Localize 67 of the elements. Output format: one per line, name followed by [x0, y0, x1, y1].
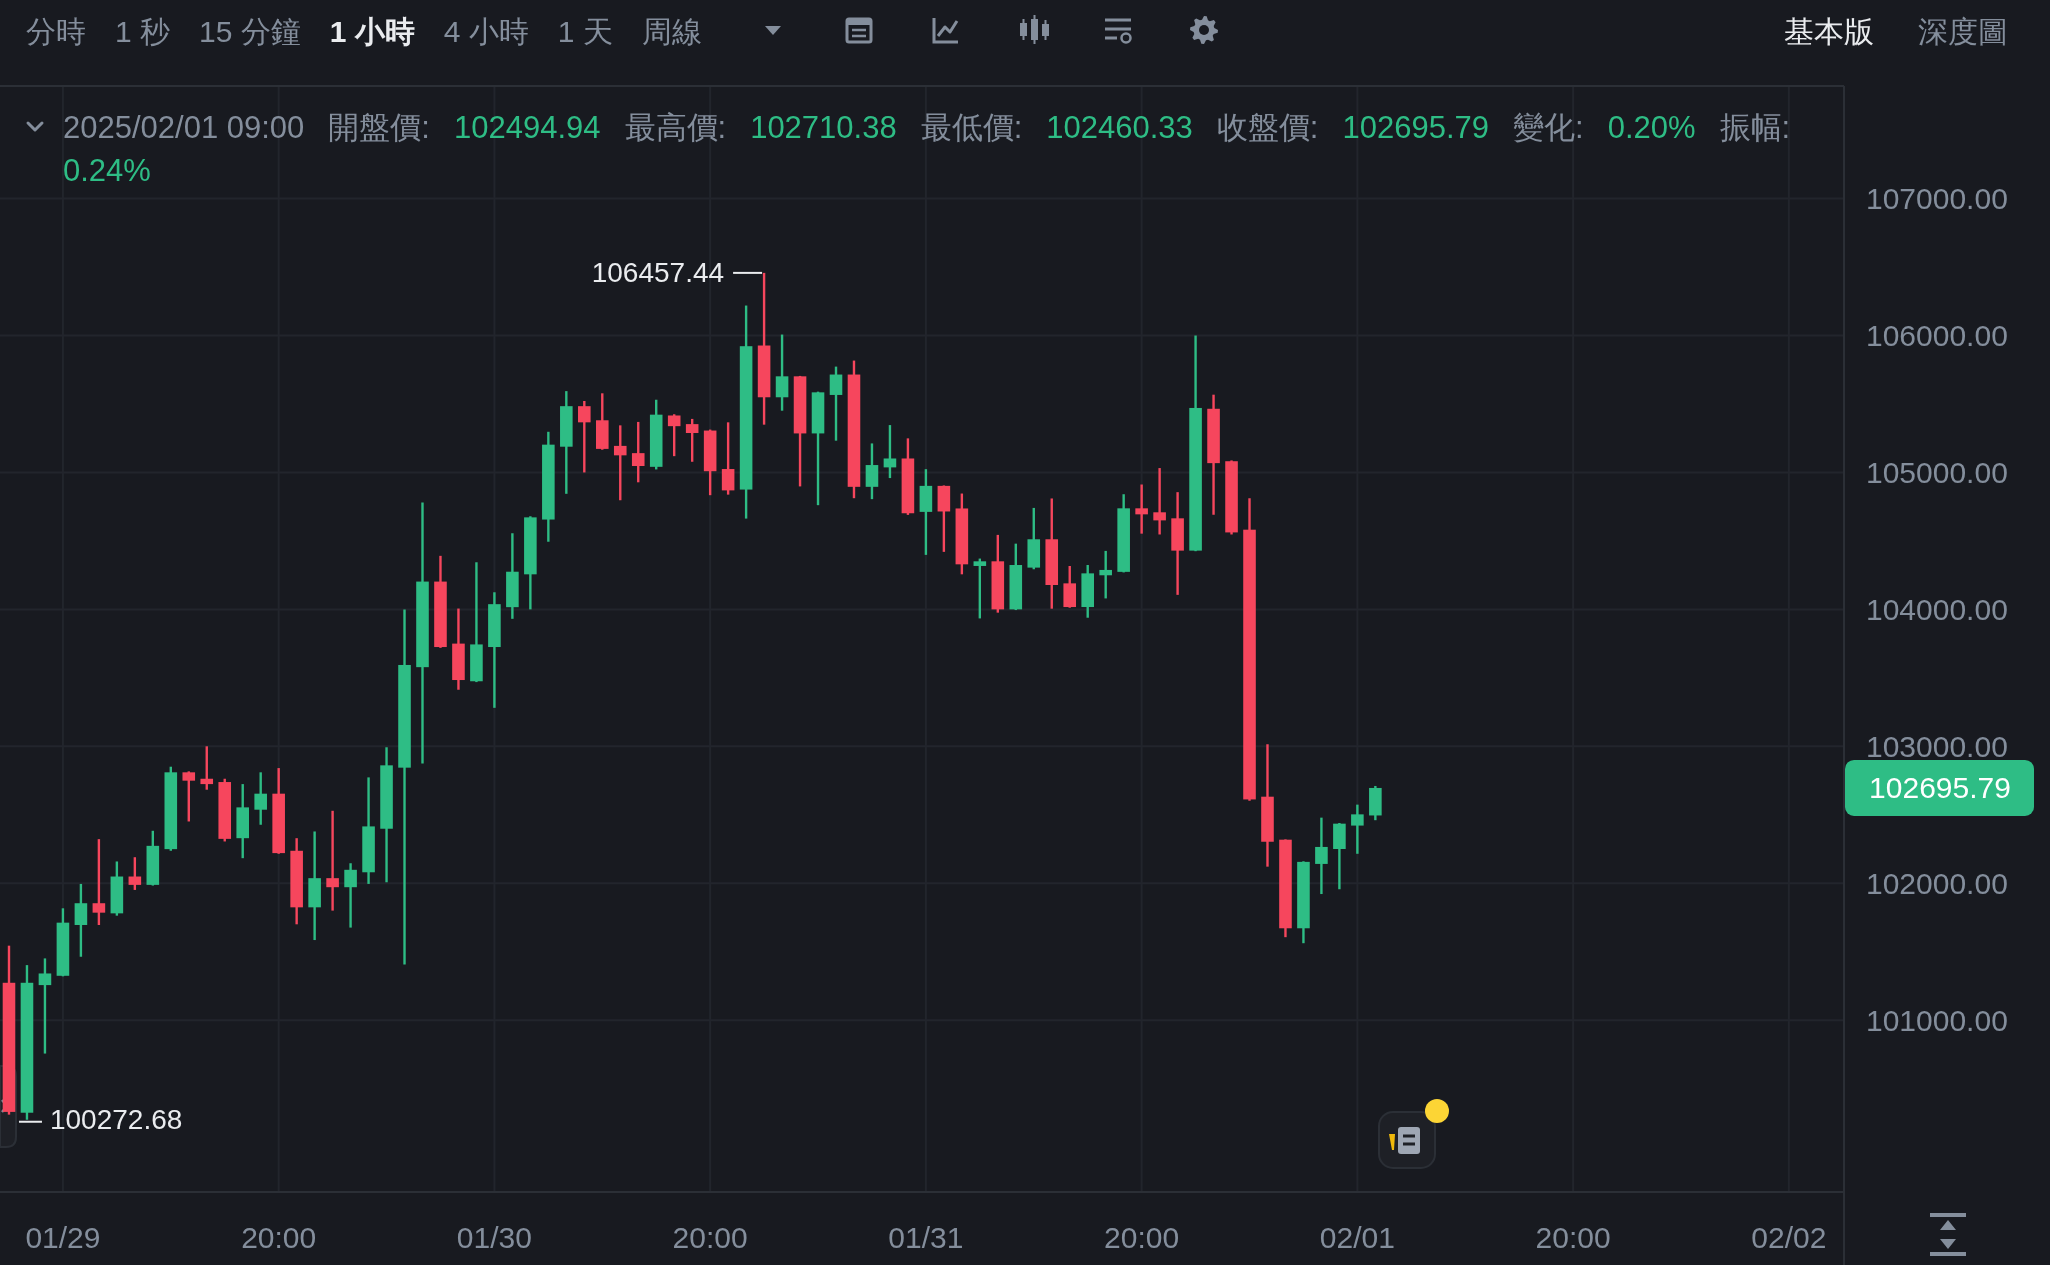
- text: 基本版: [1784, 14, 1874, 48]
- text: 1 秒: [115, 14, 171, 48]
- candlestick: [1099, 549, 1112, 600]
- annotation: 0.20%: [1607, 109, 1696, 145]
- y-tick-label: 105000.00: [1866, 455, 2008, 489]
- annotation: 收盤價:: [1216, 109, 1319, 145]
- text: 102695.79: [1869, 771, 2011, 805]
- annotation: 102460.33: [1046, 109, 1193, 145]
- candlestick: [973, 557, 987, 620]
- candlestick: [128, 856, 142, 892]
- annotation: 最低價:: [920, 109, 1023, 145]
- x-tick-label: 01/29: [25, 1220, 101, 1254]
- y-tick-label: 102000.00: [1866, 866, 2008, 900]
- text: 1 天: [557, 14, 613, 48]
- text: 4 小時: [443, 14, 529, 48]
- candlestick: [1315, 816, 1328, 896]
- candlestick: [92, 837, 106, 927]
- x-tick-label: 20:00: [672, 1220, 748, 1254]
- annotation: 變化:: [1513, 109, 1584, 145]
- candlestick: [1351, 803, 1364, 855]
- candlestick: [344, 862, 357, 929]
- candlestick: [721, 421, 735, 496]
- candlestick: [1135, 483, 1148, 535]
- x-tick-label: 20:00: [1535, 1220, 1611, 1254]
- annotation: 102710.38: [750, 109, 897, 145]
- x-tick-label: 01/31: [888, 1220, 964, 1254]
- annotation: 100272.68: [49, 1104, 183, 1136]
- candlestick: [667, 413, 681, 458]
- x-tick-label: 02/01: [1319, 1220, 1395, 1254]
- y-tick-label: 104000.00: [1866, 592, 2008, 626]
- annotation: 開盤價:: [328, 109, 430, 145]
- candlestick: [1153, 466, 1166, 536]
- text: 15 分鐘: [199, 14, 301, 48]
- candlestick: [578, 399, 591, 474]
- candlestick: [865, 442, 879, 501]
- text: 1 小時: [329, 14, 415, 48]
- candlestick: [613, 424, 627, 502]
- candlestick: [775, 333, 789, 412]
- candlestick: [631, 420, 645, 484]
- annotation: 振幅:: [1719, 109, 1791, 145]
- candlestick: [829, 365, 843, 442]
- x-tick-label: 20:00: [1104, 1220, 1180, 1254]
- x-tick-label: 02/02: [1751, 1220, 1827, 1254]
- annotation: 2025/02/01 09:00: [63, 109, 305, 145]
- candlestick: [883, 423, 897, 480]
- text: 分時: [26, 14, 86, 48]
- y-tick-label: 101000.00: [1866, 1003, 2008, 1037]
- text: 深度圖: [1918, 14, 2008, 48]
- annotation: 0.24%: [63, 152, 151, 188]
- candlestick: [200, 745, 214, 791]
- text: 周線: [641, 14, 702, 48]
- annotation: 最高價:: [624, 109, 727, 145]
- y-tick-label: 107000.00: [1866, 182, 2008, 216]
- candlestick: [38, 957, 52, 1055]
- candlestick: [254, 771, 267, 826]
- annotation: 106457.44: [591, 257, 725, 289]
- candlestick: [182, 770, 196, 823]
- candlestick: [685, 417, 699, 463]
- x-tick-label: 01/30: [456, 1220, 532, 1254]
- annotation: 102494.94: [453, 109, 601, 145]
- candlestick: [74, 882, 88, 958]
- y-tick-label: 103000.00: [1866, 729, 2008, 763]
- annotation: 102695.79: [1342, 109, 1490, 145]
- candlestick: [1063, 564, 1077, 609]
- x-tick-label: 20:00: [241, 1220, 317, 1254]
- y-tick-label: 106000.00: [1866, 319, 2008, 353]
- candlestick: [326, 809, 339, 912]
